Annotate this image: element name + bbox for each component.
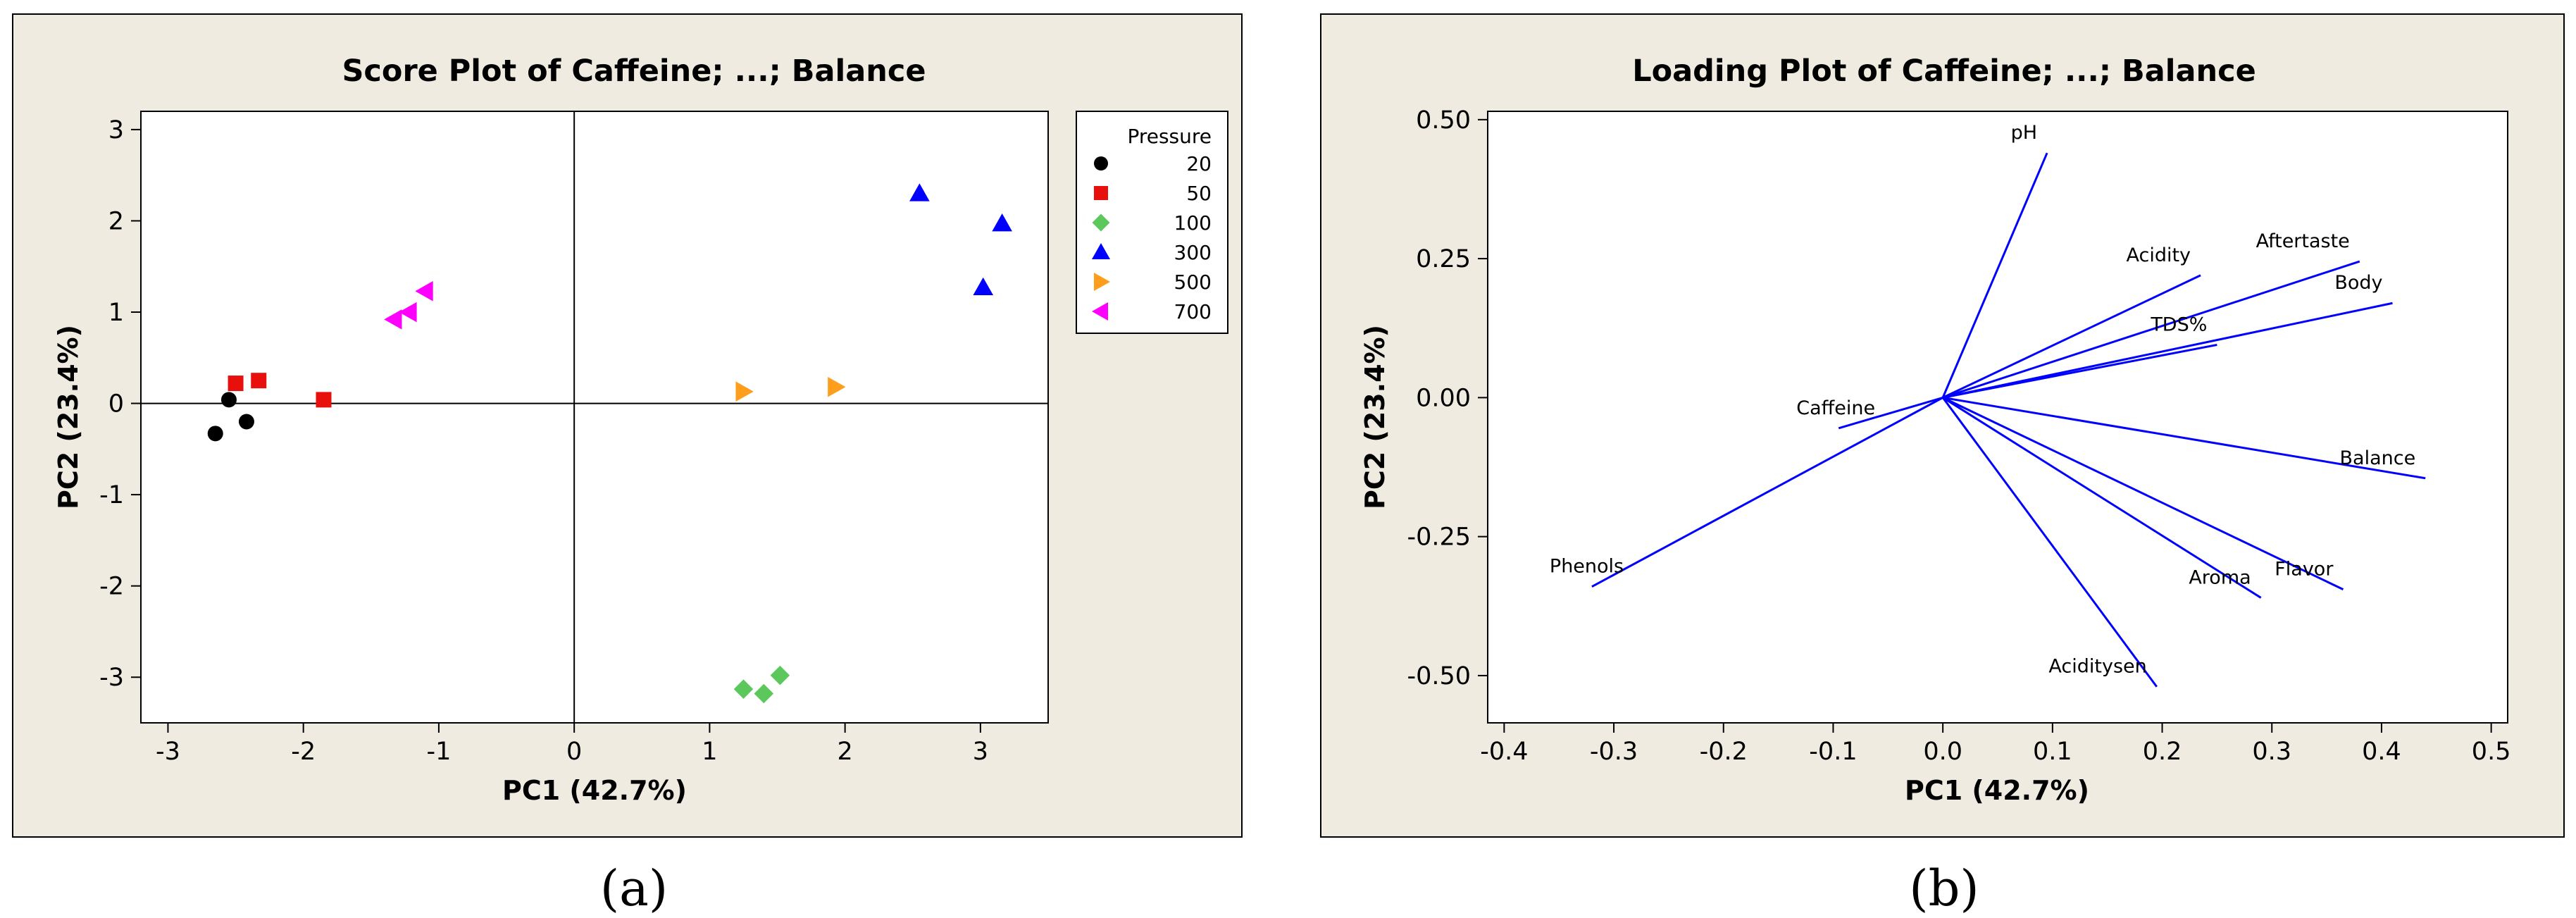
- score-point-300: [909, 183, 930, 201]
- score-x-tick-label: 1: [702, 738, 717, 766]
- loading-x-tick-label: -0.2: [1700, 738, 1748, 766]
- score-plot-area: [140, 111, 1049, 724]
- legend-entries: 20 50 100 300 500 700: [1092, 152, 1212, 323]
- score-point-50: [316, 392, 332, 408]
- loading-plot-area: [1487, 111, 2508, 724]
- loading-y-tick-label: 0.50: [1416, 106, 1471, 135]
- loading-vector-Aroma: [1942, 397, 2262, 599]
- score-y-tick-label: 2: [108, 207, 124, 235]
- loading-x-tick-label: -0.1: [1809, 738, 1857, 766]
- score-point-100: [770, 665, 790, 686]
- loading-y-tick-label: 0.25: [1416, 245, 1471, 273]
- loading-label-Aroma: Aroma: [2189, 566, 2251, 588]
- score-point-500: [828, 376, 846, 397]
- legend-marker-20: [1094, 156, 1108, 170]
- loading-plot-title: Loading Plot of Caffeine; ...; Balance: [1632, 54, 2256, 89]
- score-y-axis-label: PC2 (23.4%): [53, 325, 84, 509]
- score-x-tick-label: 2: [838, 738, 853, 766]
- legend-label-500: 500: [1174, 271, 1212, 294]
- loading-x-tick-label: 0.4: [2362, 738, 2401, 766]
- loading-y-tick-label: -0.50: [1407, 662, 1471, 690]
- loading-vector-Body: [1942, 302, 2393, 399]
- score-y-tick-label: 1: [108, 299, 124, 327]
- score-point-100: [733, 679, 754, 699]
- loading-vector-TDS%: [1942, 343, 2217, 399]
- loading-x-tick-label: 0.3: [2252, 738, 2291, 766]
- score-point-20: [238, 414, 254, 430]
- loading-plot-panel: Loading Plot of Caffeine; ...; Balance -…: [1320, 13, 2565, 917]
- score-plot-marks: -3 -2 -1 0 1 2 3 -3 -2 -1 0 1 2 3: [99, 111, 1048, 766]
- loading-vector-Caffeine: [1838, 396, 1943, 430]
- score-point-20: [207, 426, 223, 442]
- legend-marker-700: [1092, 302, 1108, 321]
- loading-x-tick-label: 0.2: [2143, 738, 2182, 766]
- score-point-300: [992, 213, 1012, 232]
- loading-vector-Aftertaste: [1942, 260, 2360, 399]
- loading-x-tick-label: 0.1: [2033, 738, 2072, 766]
- legend-marker-300: [1092, 243, 1110, 259]
- loading-x-tick-label: 0.5: [2472, 738, 2511, 766]
- loading-x-tick-label: -0.4: [1480, 738, 1528, 766]
- score-x-tick-label: 3: [973, 738, 988, 766]
- legend-marker-500: [1094, 273, 1110, 291]
- score-x-tick-label: -3: [156, 738, 180, 766]
- loading-x-tick-label: -0.3: [1590, 738, 1638, 766]
- loading-vector-Aciditysen: [1941, 397, 2158, 688]
- score-point-500: [735, 381, 754, 402]
- legend-label-300: 300: [1174, 241, 1212, 264]
- score-point-700: [415, 280, 433, 302]
- loading-vector-pH: [1941, 152, 2048, 398]
- loading-x-axis-label: PC1 (42.7%): [1905, 775, 2089, 806]
- score-point-700: [399, 302, 417, 323]
- score-point-100: [754, 683, 774, 704]
- loading-y-tick-label: 0.00: [1416, 384, 1471, 412]
- legend-label-50: 50: [1186, 182, 1212, 205]
- score-point-700: [384, 309, 402, 330]
- score-plot-title: Score Plot of Caffeine; ...; Balance: [342, 54, 926, 89]
- score-plot-panel: Score Plot of Caffeine; ...; Balance -3-…: [12, 13, 1243, 917]
- loading-label-Flavor: Flavor: [2275, 559, 2334, 581]
- loading-vector-Phenols: [1591, 397, 1943, 588]
- legend-title: Pressure: [1127, 125, 1212, 148]
- score-y-tick-label: -2: [99, 573, 124, 601]
- score-y-tick-label: 3: [108, 116, 124, 144]
- legend-marker-100: [1092, 213, 1110, 232]
- loading-x-tick-label: 0.0: [1923, 738, 1962, 766]
- legend-marker-50: [1094, 186, 1108, 200]
- score-x-tick-label: -2: [291, 738, 316, 766]
- loading-label-Caffeine: Caffeine: [1796, 397, 1875, 419]
- loading-vector-Flavor: [1942, 397, 2344, 590]
- legend-label-20: 20: [1186, 152, 1212, 175]
- score-x-axis-label: PC1 (42.7%): [502, 775, 687, 806]
- score-x-tick-label: -1: [426, 738, 451, 766]
- panel-label-a: (a): [600, 860, 668, 917]
- score-y-tick-label: -3: [99, 664, 124, 692]
- score-y-tick-label: -1: [99, 481, 124, 509]
- score-point-20: [220, 392, 237, 408]
- legend-label-100: 100: [1174, 211, 1212, 235]
- loading-label-Phenols: Phenols: [1550, 556, 1624, 578]
- loading-vector-Balance: [1942, 396, 2426, 480]
- score-y-tick-label: 0: [108, 390, 124, 418]
- loading-y-axis-label: PC2 (23.4%): [1359, 325, 1390, 509]
- loading-label-TDS%: TDS%: [2150, 314, 2207, 335]
- loading-label-Acidity: Acidity: [2126, 244, 2191, 266]
- panel-label-b: (b): [1909, 860, 1979, 917]
- score-x-tick-label: 0: [566, 738, 582, 766]
- loading-label-Aftertaste: Aftertaste: [2256, 230, 2350, 252]
- legend-label-700: 700: [1174, 300, 1212, 323]
- loading-label-Aciditysen: Aciditysen: [2048, 656, 2146, 678]
- score-point-50: [228, 376, 244, 392]
- loading-y-tick-label: -0.25: [1407, 523, 1471, 552]
- loading-label-Balance: Balance: [2340, 447, 2416, 469]
- loading-label-pH: pH: [2011, 122, 2037, 144]
- loading-vector-Acidity: [1942, 274, 2201, 399]
- loading-label-Body: Body: [2334, 272, 2382, 294]
- loading-plot-marks: -0.4 -0.3 -0.2 -0.1 0.0 0.1 0.2 0.3 0.4 0.5 0.50 0.…: [1407, 106, 2510, 766]
- score-point-300: [973, 277, 994, 296]
- score-point-50: [251, 373, 267, 389]
